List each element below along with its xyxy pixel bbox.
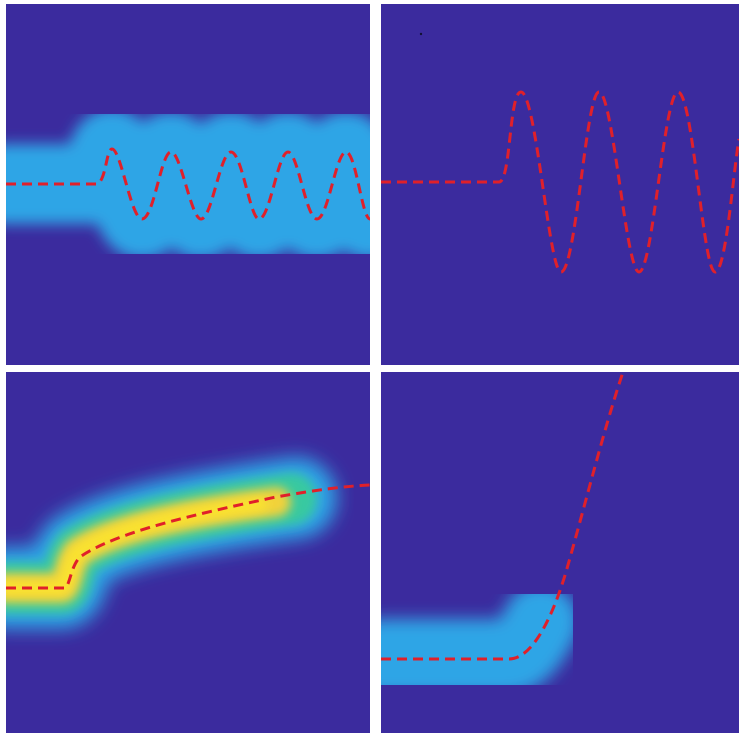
speck-dot <box>419 32 423 36</box>
panel-growth-tracked <box>6 372 370 733</box>
density-band <box>381 584 579 695</box>
reference-curve <box>381 372 625 661</box>
panel-oscillation-tracked <box>6 4 370 365</box>
reference-curve <box>6 147 370 221</box>
reference-curve <box>381 90 739 274</box>
panel-oscillation-lost <box>381 4 739 365</box>
panel-growth-lost <box>381 372 739 733</box>
